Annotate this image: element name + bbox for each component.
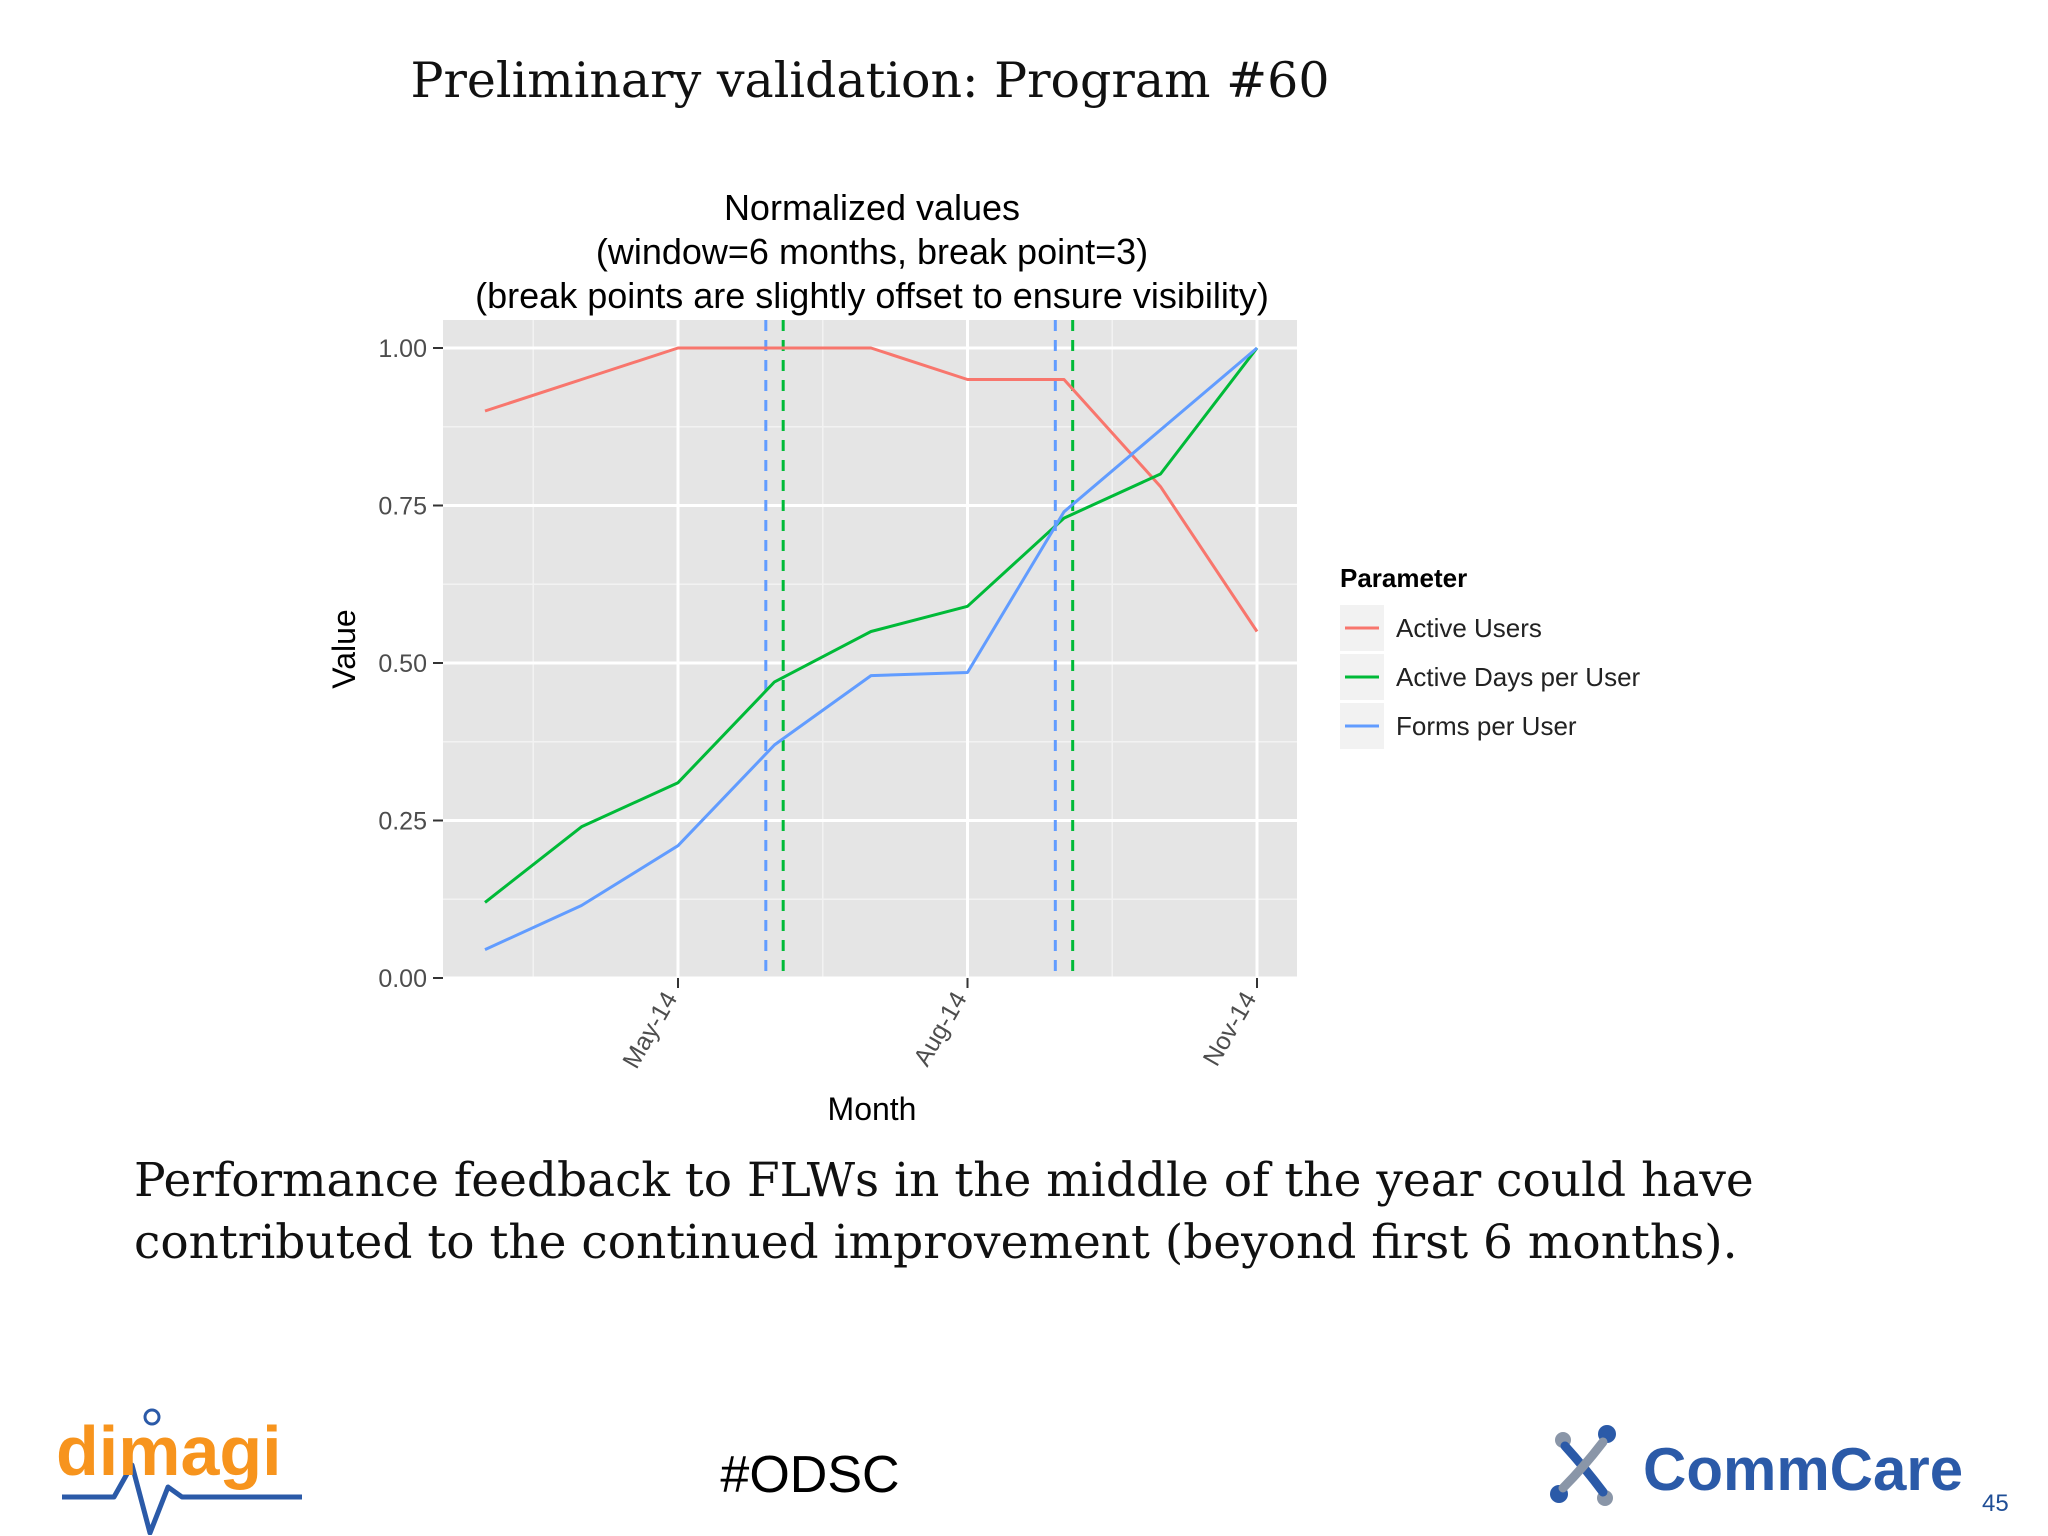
page-number: 45 — [1982, 1490, 2009, 1517]
caption-line-2: contributed to the continued improvement… — [134, 1215, 1738, 1270]
chart-title: Normalized values(window=6 months, break… — [475, 187, 1269, 316]
legend-item: Active Days per User — [1340, 654, 1641, 700]
dimagi-logo: dimagi — [56, 1408, 302, 1535]
y-tick-label: 0.25 — [378, 808, 427, 836]
y-tick-label: 0.75 — [378, 493, 427, 521]
grid-major — [443, 320, 1297, 980]
y-axis-label: Value — [326, 609, 362, 688]
series-line — [484, 346, 1259, 633]
legend-label: Forms per User — [1396, 711, 1577, 741]
x-axis: May-14 Aug-14 Nov-14 — [617, 978, 1262, 1073]
legend-label: Active Days per User — [1396, 662, 1641, 692]
commcare-logo-text: CommCare — [1643, 1436, 1963, 1503]
legend-item: Forms per User — [1340, 703, 1577, 749]
break-points — [764, 320, 1075, 978]
y-tick-label: 1.00 — [378, 335, 427, 363]
dimagi-logo-text: dimagi — [56, 1412, 282, 1490]
caption-line-1: Performance feedback to FLWs in the midd… — [134, 1153, 1754, 1208]
line-chart: Normalized values(window=6 months, break… — [326, 187, 1641, 1127]
y-tick-label: 0.00 — [378, 965, 427, 993]
y-axis: 0.00 0.25 0.50 0.75 1.00 — [378, 335, 443, 993]
chart-title-line-3: (break points are slightly offset to ens… — [475, 275, 1269, 316]
legend-label: Active Users — [1396, 613, 1542, 643]
series-lines — [484, 346, 1259, 951]
hashtag: #ODSC — [720, 1446, 900, 1504]
series-line — [484, 347, 1259, 904]
series-line — [484, 346, 1258, 951]
x-tick-label: May-14 — [617, 987, 683, 1073]
chart-title-line-1: Normalized values — [724, 187, 1020, 228]
legend: Parameter Active Users Active Days per Use… — [1340, 563, 1641, 749]
commcare-logo: CommCare — [1550, 1425, 1963, 1506]
y-tick-label: 0.50 — [378, 650, 427, 678]
caption: Performance feedback to FLWs in the midd… — [134, 1150, 1854, 1274]
slide-title: Preliminary validation: Program #60 — [410, 52, 1330, 109]
plot-panel — [443, 320, 1297, 978]
legend-title: Parameter — [1340, 563, 1467, 593]
grid-minor — [443, 320, 1297, 978]
x-axis-label: Month — [828, 1091, 917, 1127]
commcare-logo-mark — [1550, 1425, 1616, 1506]
legend-item: Active Users — [1340, 605, 1542, 651]
x-tick-label: Aug-14 — [908, 987, 973, 1071]
chart-title-line-2: (window=6 months, break point=3) — [596, 231, 1148, 272]
x-tick-label: Nov-14 — [1198, 987, 1263, 1071]
